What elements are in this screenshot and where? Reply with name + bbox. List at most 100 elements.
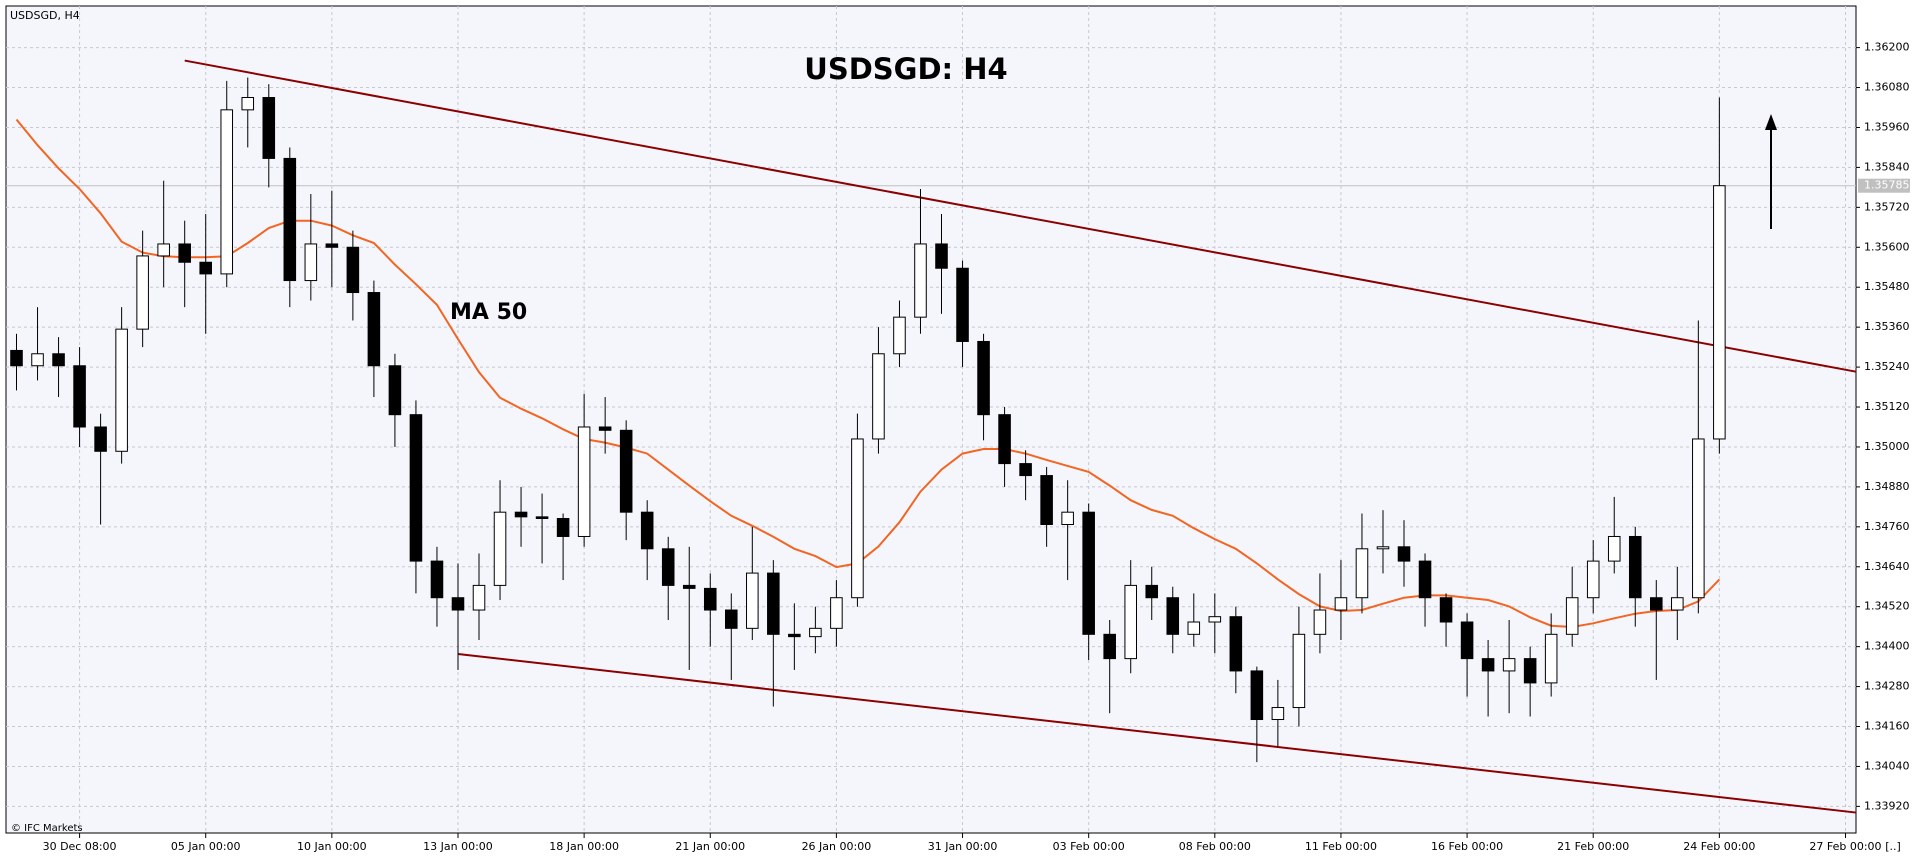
candle-body bbox=[1229, 616, 1243, 672]
candle-body bbox=[872, 353, 885, 440]
candle-body bbox=[1460, 621, 1474, 660]
candle-body bbox=[514, 511, 528, 518]
candle-body bbox=[31, 353, 44, 367]
candles-layer bbox=[10, 77, 1726, 763]
candle-body bbox=[809, 627, 822, 638]
ma-label: MA 50 bbox=[450, 300, 527, 325]
x-tick-label: 30 Dec 08:00 bbox=[43, 840, 117, 853]
y-tick-label: 1.34280 bbox=[1864, 680, 1910, 693]
candle-body bbox=[1061, 511, 1074, 525]
candle-body bbox=[1544, 633, 1558, 684]
trendline bbox=[184, 59, 1857, 373]
x-tick-label: 21 Jan 00:00 bbox=[675, 840, 745, 853]
candle-body bbox=[1439, 597, 1453, 623]
candle-body bbox=[136, 255, 149, 330]
y-tick-label: 1.35840 bbox=[1864, 160, 1910, 173]
y-tick-label: 1.35600 bbox=[1864, 240, 1910, 253]
candle-body bbox=[935, 243, 948, 269]
candle-body bbox=[1628, 535, 1642, 599]
candle-body bbox=[262, 97, 276, 159]
candle-body bbox=[1418, 560, 1432, 599]
candle-body bbox=[1040, 475, 1053, 525]
candle-body bbox=[367, 292, 381, 367]
candle-body bbox=[1334, 597, 1348, 611]
candle-body bbox=[493, 511, 507, 586]
y-tick-label: 1.34760 bbox=[1864, 520, 1910, 533]
candle-body bbox=[1166, 597, 1180, 635]
x-tick-label: 13 Jan 00:00 bbox=[423, 840, 493, 853]
y-tick-label: 1.34160 bbox=[1864, 720, 1910, 733]
candle-body bbox=[556, 518, 570, 537]
ma-line bbox=[15, 118, 1721, 629]
candle-body bbox=[1355, 548, 1369, 599]
candle-body bbox=[199, 261, 212, 275]
candle-body bbox=[1565, 597, 1579, 635]
candle-body bbox=[115, 328, 128, 452]
candle-body bbox=[52, 353, 65, 367]
candle-body bbox=[767, 572, 780, 635]
symbol-label: USDSGD, H4 bbox=[10, 9, 80, 22]
candle-body bbox=[1082, 511, 1095, 635]
candle-body bbox=[1692, 438, 1705, 599]
y-tick-label: 1.34880 bbox=[1864, 480, 1910, 493]
candle-body bbox=[998, 414, 1011, 465]
y-tick-label: 1.35960 bbox=[1864, 120, 1910, 133]
trendline bbox=[457, 652, 1857, 814]
lines-layer bbox=[15, 59, 1857, 814]
candle-body bbox=[1671, 597, 1684, 611]
candle-body bbox=[1650, 597, 1663, 611]
candle-body bbox=[914, 243, 927, 318]
candle-body bbox=[325, 243, 339, 248]
candle-body bbox=[1376, 546, 1390, 550]
candle-body bbox=[619, 429, 633, 513]
y-tick-label: 1.35120 bbox=[1864, 400, 1910, 413]
chart-title: USDSGD: H4 bbox=[804, 52, 1007, 86]
x-tick-label: 16 Feb 00:00 bbox=[1431, 840, 1503, 853]
corner-label: [..] bbox=[1885, 840, 1901, 853]
candle-body bbox=[1271, 707, 1285, 721]
grid-layer bbox=[6, 6, 1860, 838]
candle-body bbox=[1019, 463, 1032, 477]
candle-body bbox=[1124, 584, 1137, 660]
y-tick-label: 1.36200 bbox=[1864, 41, 1910, 54]
y-tick-label: 1.35240 bbox=[1864, 360, 1910, 373]
candle-body bbox=[472, 584, 486, 611]
candle-body bbox=[1397, 546, 1411, 562]
candle-body bbox=[1103, 633, 1116, 660]
candle-body bbox=[893, 316, 906, 355]
x-tick-label: 31 Jan 00:00 bbox=[928, 840, 998, 853]
candle-body bbox=[388, 365, 402, 416]
candle-body bbox=[746, 572, 759, 629]
candle-body bbox=[178, 243, 191, 263]
y-tick-label: 1.34040 bbox=[1864, 759, 1910, 772]
y-tick-label: 1.35480 bbox=[1864, 280, 1910, 293]
y-tick-label: 1.35000 bbox=[1864, 440, 1910, 453]
text-layer: USDSGD, H4 USDSGD: H4 MA 50 © IFC Market… bbox=[10, 9, 1910, 853]
candle-body bbox=[283, 157, 297, 282]
y-tick-label: 1.34400 bbox=[1864, 640, 1910, 653]
x-tick-label: 24 Feb 00:00 bbox=[1683, 840, 1755, 853]
y-tick-label: 1.34520 bbox=[1864, 600, 1910, 613]
x-tick-label: 10 Jan 00:00 bbox=[297, 840, 367, 853]
candle-body bbox=[1586, 560, 1600, 599]
last-price-label: 1.35785 bbox=[1864, 179, 1910, 192]
candle-body bbox=[956, 267, 969, 342]
x-tick-label: 11 Feb 00:00 bbox=[1305, 840, 1377, 853]
candle-body bbox=[1145, 584, 1159, 599]
candle-body bbox=[430, 560, 444, 599]
candle-body bbox=[10, 349, 23, 367]
y-tick-label: 1.35720 bbox=[1864, 200, 1910, 213]
candle-body bbox=[157, 243, 170, 257]
candle-body bbox=[1523, 658, 1537, 684]
candle-body bbox=[640, 511, 654, 550]
x-tick-label: 18 Jan 00:00 bbox=[549, 840, 619, 853]
copyright: © IFC Markets bbox=[11, 823, 83, 834]
candle-body bbox=[346, 246, 360, 294]
y-tick-label: 1.33920 bbox=[1864, 799, 1910, 812]
y-tick-label: 1.35360 bbox=[1864, 320, 1910, 333]
candle-body bbox=[220, 109, 234, 275]
candle-body bbox=[682, 584, 696, 589]
candle-body bbox=[851, 438, 864, 599]
candle-body bbox=[1208, 616, 1222, 623]
